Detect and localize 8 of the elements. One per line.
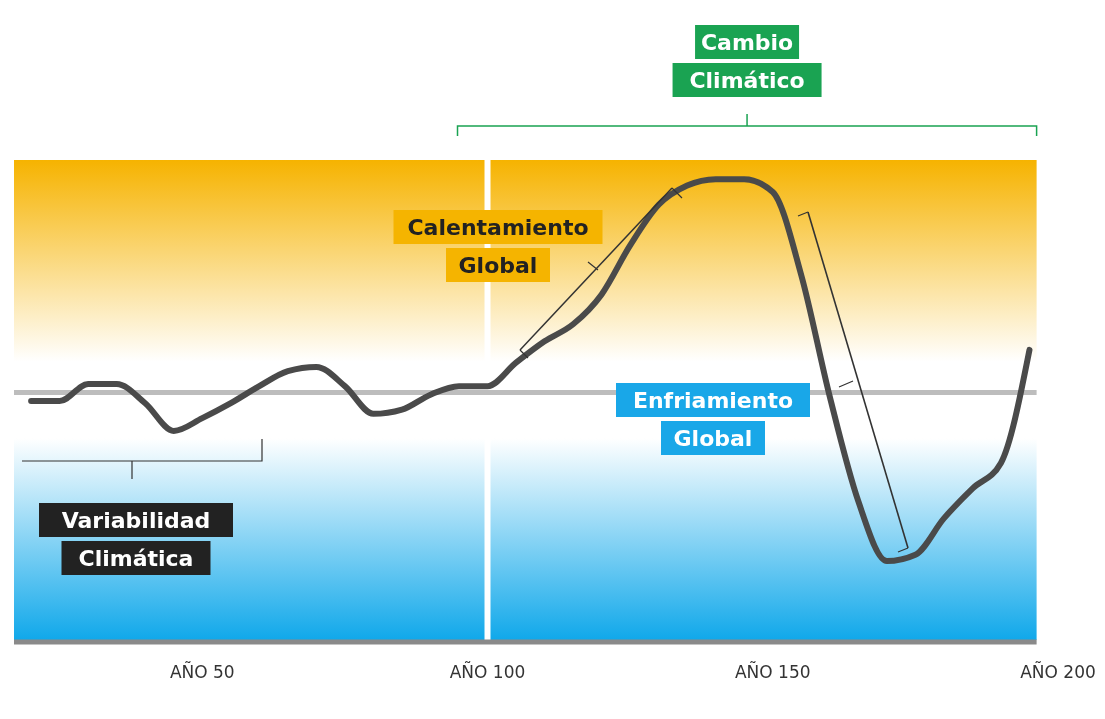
annotation: Variabilidad Climática	[61, 508, 211, 571]
annotation: Calentamiento Global	[407, 215, 589, 278]
x-tick-label: AÑO 200	[1020, 661, 1096, 682]
x-tick-label: AÑO 50	[169, 661, 235, 682]
x-tick-label: AÑO 150	[734, 661, 811, 682]
x-tick-label: AÑO 100	[449, 661, 526, 682]
text: Cambio Climático	[689, 30, 805, 93]
annotation: Enfriamiento Global	[632, 388, 794, 451]
